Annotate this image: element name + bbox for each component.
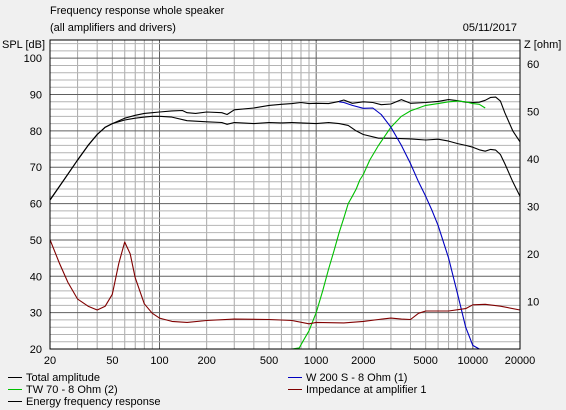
series-line-w-200-s-8-ohm-1 xyxy=(339,101,520,350)
y-right-tick-label: 10 xyxy=(527,296,539,308)
legend-swatch xyxy=(288,376,302,378)
legend-item-energy-response: Energy frequency response xyxy=(8,396,161,409)
y-right-tick-label: 50 xyxy=(527,106,539,118)
y-right-tick-label: 60 xyxy=(527,59,539,71)
x-tick-label: 100 xyxy=(150,355,168,367)
x-tick-label: 20 xyxy=(44,355,56,367)
legend-label: Energy frequency response xyxy=(26,396,161,408)
y-left-tick-label: 80 xyxy=(30,126,42,138)
series-line-tw-70-8-ohm-2 xyxy=(50,100,486,350)
y-axis-right-label: Z [ohm] xyxy=(524,39,561,51)
y-right-tick-label: 20 xyxy=(527,249,539,261)
legend: Total amplitude W 200 S - 8 Ohm (1) TW 7… xyxy=(0,372,566,410)
frequency-response-chart: Frequency response whole speaker (all am… xyxy=(2,5,561,367)
y-left-tick-label: 90 xyxy=(30,90,42,102)
y-left-tick-label: 50 xyxy=(30,235,42,247)
y-left-tick-label: 30 xyxy=(30,308,42,320)
series-group xyxy=(49,96,521,350)
legend-label: Total amplitude xyxy=(26,372,100,384)
tick-labels: 20 50 100 200 500 1000 2000 5000 10000 20000 20 30 4… xyxy=(24,53,540,367)
y-right-tick-label: 40 xyxy=(527,154,539,166)
series-line-total-amplitude xyxy=(49,96,521,201)
x-tick-label: 1000 xyxy=(304,355,328,367)
x-tick-label: 500 xyxy=(260,355,278,367)
legend-label: W 200 S - 8 Ohm (1) xyxy=(306,372,408,384)
legend-swatch xyxy=(8,400,22,402)
y-axis-left-label: SPL [dB] xyxy=(2,39,45,51)
y-left-tick-label: 40 xyxy=(30,271,42,283)
legend-swatch xyxy=(8,376,22,378)
y-left-tick-label: 20 xyxy=(30,344,42,356)
x-tick-label: 10000 xyxy=(458,355,489,367)
legend-label: TW 70 - 8 Ohm (2) xyxy=(26,384,118,396)
x-tick-label: 5000 xyxy=(413,355,437,367)
legend-item-woofer: W 200 S - 8 Ohm (1) xyxy=(288,372,407,385)
chart-title: Frequency response whole speaker xyxy=(50,5,225,17)
plot-area xyxy=(50,40,520,349)
y-left-tick-label: 60 xyxy=(30,199,42,211)
x-tick-label: 200 xyxy=(197,355,215,367)
series-line-impedance-at-amplifier-1 xyxy=(49,239,521,325)
grid xyxy=(50,40,520,349)
y-left-tick-label: 100 xyxy=(24,53,42,65)
x-tick-label: 50 xyxy=(106,355,118,367)
legend-item-total-amplitude: Total amplitude xyxy=(8,372,100,385)
legend-swatch xyxy=(288,388,302,390)
x-tick-label: 2000 xyxy=(351,355,375,367)
y-left-tick-label: 70 xyxy=(30,162,42,174)
legend-item-impedance: Impedance at amplifier 1 xyxy=(288,384,426,397)
chart-date: 05/11/2017 xyxy=(463,22,517,34)
y-right-tick-label: 30 xyxy=(527,201,539,213)
x-tick-label: 20000 xyxy=(505,355,536,367)
series-line-energy-frequency-response xyxy=(49,115,521,201)
legend-label: Impedance at amplifier 1 xyxy=(306,384,427,396)
legend-swatch xyxy=(8,388,22,390)
legend-item-tweeter: TW 70 - 8 Ohm (2) xyxy=(8,384,118,397)
plot-frame xyxy=(49,39,521,350)
chart-subtitle: (all amplifiers and drivers) xyxy=(50,22,176,34)
